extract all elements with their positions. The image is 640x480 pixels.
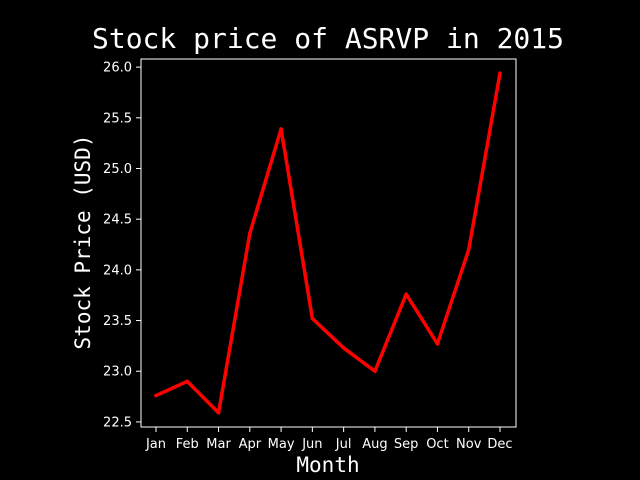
x-tick-label: May	[268, 437, 295, 452]
y-tick-label: 24.5	[103, 213, 132, 228]
data-point	[248, 231, 252, 236]
x-tick-label: Jul	[335, 437, 352, 452]
series-line	[154, 71, 502, 415]
x-tick-label: Feb	[176, 437, 199, 452]
x-axis-label: Month	[296, 453, 359, 477]
x-tick-label: Sep	[394, 437, 419, 452]
data-point	[341, 346, 346, 350]
series-layer	[154, 71, 502, 415]
data-point	[373, 369, 377, 373]
x-tick-label: Jun	[301, 437, 322, 452]
y-tick-label: 23.5	[103, 314, 132, 329]
chart-title: Stock price of ASRVP in 2015	[92, 22, 564, 55]
y-tick-label: 25.0	[103, 162, 132, 177]
y-axis-label: Stock Price (USD)	[71, 135, 95, 350]
x-tick-label: Oct	[426, 437, 448, 452]
data-point	[466, 247, 471, 252]
data-point	[216, 411, 221, 415]
ticks: 22.5 23.0 23.5 24.0 24.5 25.0 25.5 26.0 Jan Feb Ma…	[103, 61, 513, 452]
x-tick-label: Dec	[487, 437, 512, 452]
data-point	[154, 393, 158, 398]
axes	[140, 58, 517, 428]
y-tick-label: 23.0	[103, 365, 132, 380]
data-point	[404, 292, 408, 296]
x-tick-label: Apr	[239, 437, 262, 452]
plot-frame	[140, 58, 517, 428]
x-tick-label: Nov	[456, 437, 482, 452]
data-point	[435, 342, 440, 346]
x-tick-label: Mar	[206, 437, 231, 452]
data-point	[498, 71, 502, 75]
data-point	[185, 379, 190, 384]
x-tick-label: Aug	[362, 437, 387, 452]
y-tick-label: 25.5	[103, 111, 132, 126]
data-point	[279, 127, 283, 131]
y-tick-label: 22.5	[103, 415, 132, 430]
data-point	[310, 316, 315, 321]
y-tick-label: 26.0	[103, 61, 132, 76]
y-tick-label: 24.0	[103, 263, 132, 278]
x-tick-label: Jan	[145, 437, 166, 452]
